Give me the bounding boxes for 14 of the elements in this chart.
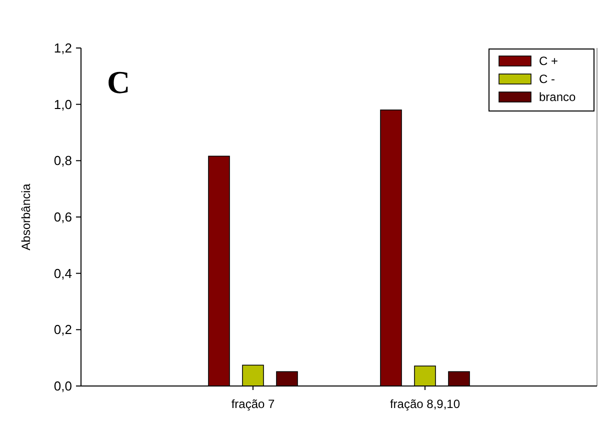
legend-label: C + [539, 54, 558, 68]
x-tick-label: fração 8,9,10 [390, 397, 460, 411]
legend-label: C - [539, 72, 555, 86]
y-tick-label: 0,4 [54, 266, 72, 281]
y-tick-label: 1,2 [54, 40, 72, 56]
y-tick-label: 0,0 [54, 378, 72, 394]
x-tick-label: fração 7 [231, 397, 276, 411]
annotation: C [107, 64, 130, 100]
y-tick-label: 1,0 [54, 96, 72, 112]
y-tick-label: 0,6 [54, 210, 72, 225]
y-tick-label: 0,2 [54, 322, 72, 338]
y-tick-label: 0,8 [54, 153, 72, 168]
y-axis-title: Absorbância [19, 183, 33, 250]
legend-label: branco [539, 90, 576, 104]
